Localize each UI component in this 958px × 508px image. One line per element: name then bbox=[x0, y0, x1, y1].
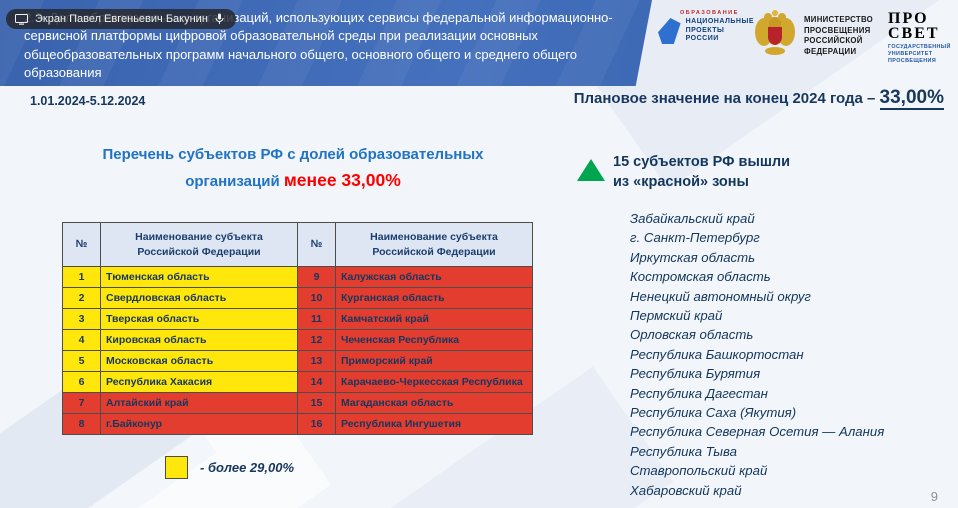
red-zone-headline: 15 субъектов РФ вышли из «красной» зоны bbox=[613, 152, 790, 192]
np-education-label: ОБРАЗОВАНИЕ bbox=[680, 10, 739, 16]
green-triangle-icon bbox=[577, 159, 605, 181]
region-list-item: Орловская область bbox=[630, 327, 754, 343]
list-title-line1: Перечень субъектов РФ с долей образовате… bbox=[102, 146, 484, 163]
planned-value: 33,00% bbox=[879, 87, 944, 110]
table-cell-region: Свердловская область bbox=[100, 287, 298, 310]
table-cell-num: 14 bbox=[297, 371, 336, 394]
regions-table: № Наименование субъекта Российской Федер… bbox=[62, 221, 533, 436]
region-list-item: Иркутская область bbox=[630, 249, 756, 265]
legend-label: - более 29,00% bbox=[200, 460, 295, 475]
region-list-item: Республика Бурятия bbox=[630, 366, 761, 382]
screen-share-pill[interactable]: Экран Павел Евгеньевич Бакунин bbox=[6, 9, 236, 29]
screen-share-icon bbox=[15, 13, 28, 25]
legend-yellow-swatch bbox=[165, 456, 188, 479]
region-list-item: Республика Дагестан bbox=[630, 385, 768, 401]
national-projects-logo: ОБРАЗОВАНИЕ НАЦИОНАЛЬНЫЕ ПРОЕКТЫ РОССИИ bbox=[658, 10, 754, 44]
table-cell-num: 7 bbox=[62, 392, 101, 415]
planned-value-line: Плановое значение на конец 2024 года – 3… bbox=[573, 87, 944, 110]
table-cell-region: Республика Хакасия bbox=[100, 371, 298, 394]
national-projects-text: НАЦИОНАЛЬНЫЕ ПРОЕКТЫ РОССИИ bbox=[685, 18, 754, 43]
table-cell-num: 15 bbox=[297, 392, 336, 415]
table-cell-num: 12 bbox=[297, 329, 336, 352]
table-cell-region: Курганская область bbox=[335, 287, 533, 310]
table-cell-region: Тверская область bbox=[100, 308, 298, 331]
region-list-item: Пермский край bbox=[630, 308, 723, 324]
col-header-name-right: Наименование субъекта Российской Федерац… bbox=[335, 221, 533, 268]
table-cell-num: 2 bbox=[62, 287, 101, 310]
list-title-line2: организаций менее 33,00% bbox=[38, 170, 548, 191]
legend: - более 29,00% bbox=[165, 456, 294, 479]
page-number: 9 bbox=[930, 489, 938, 504]
table-row: 7 Алтайский край 15 Магаданская область bbox=[62, 392, 533, 415]
table-row: 4 Кировская область 12 Чеченская Республ… bbox=[62, 329, 533, 352]
prosvet-subtitle: ГОСУДАРСТВЕННЫЙ УНИВЕРСИТЕТ ПРОСВЕЩЕНИЯ bbox=[888, 44, 951, 64]
planned-value-label: Плановое значение на конец 2024 года – bbox=[573, 90, 880, 107]
exited-regions-list: Забайкальский край г. Санкт-Петербург Ир… bbox=[630, 209, 884, 500]
table-cell-region: Чеченская Республика bbox=[335, 329, 533, 352]
table-cell-region: Камчатский край bbox=[335, 308, 533, 331]
table-cell-num: 16 bbox=[297, 413, 336, 436]
region-list-item: Республика Саха (Якутия) bbox=[630, 405, 797, 421]
region-list-item: Ставропольский край bbox=[630, 463, 768, 479]
region-list-item: Забайкальский край bbox=[630, 211, 755, 226]
table-cell-region: Магаданская область bbox=[335, 392, 533, 415]
table-cell-num: 4 bbox=[62, 329, 101, 352]
col-header-num-left: № bbox=[62, 221, 101, 268]
region-list-item: Республика Башкортостан bbox=[630, 346, 804, 362]
table-cell-region: Московская область bbox=[100, 350, 298, 373]
table-cell-num: 8 bbox=[62, 413, 101, 436]
table-row: 3 Тверская область 11 Камчатский край bbox=[62, 308, 533, 331]
russia-coat-of-arms-icon bbox=[754, 9, 796, 62]
region-list-item: Республика Северная Осетия — Алания bbox=[630, 424, 885, 440]
region-list-item: Ненецкий автономный округ bbox=[630, 288, 811, 304]
prosvet-university-logo: ПРО СВЕТ ГОСУДАРСТВЕННЫЙ УНИВЕРСИТЕТ ПРО… bbox=[888, 11, 951, 64]
table-row: 8 г.Байконур 16 Республика Ингушетия bbox=[62, 413, 533, 436]
table-cell-region: Алтайский край bbox=[100, 392, 298, 415]
table-cell-num: 13 bbox=[297, 350, 336, 373]
region-list-item: Хабаровский край bbox=[630, 482, 742, 498]
national-projects-mark-icon bbox=[658, 18, 681, 44]
region-list-item: Республика Тыва bbox=[630, 443, 737, 459]
table-cell-num: 1 bbox=[62, 266, 101, 289]
date-range: 1.01.2024-5.12.2024 bbox=[30, 94, 146, 108]
table-cell-num: 10 bbox=[297, 287, 336, 310]
table-header-row: № Наименование субъекта Российской Федер… bbox=[62, 221, 533, 268]
table-cell-num: 3 bbox=[62, 308, 101, 331]
table-cell-region: Кировская область bbox=[100, 329, 298, 352]
table-row: 2 Свердловская область 10 Курганская обл… bbox=[62, 287, 533, 310]
table-row: 5 Московская область 13 Приморский край bbox=[62, 350, 533, 373]
table-cell-num: 5 bbox=[62, 350, 101, 373]
prosvet-wordmark: ПРО СВЕТ bbox=[888, 10, 940, 42]
table-cell-region: Приморский край bbox=[335, 350, 533, 373]
screen-share-label: Экран Павел Евгеньевич Бакунин bbox=[35, 13, 208, 25]
col-header-num-right: № bbox=[297, 221, 336, 268]
table-cell-num: 11 bbox=[297, 308, 336, 331]
region-list-item: Костромская область bbox=[630, 269, 771, 285]
ministry-name: МИНИСТЕРСТВО ПРОСВЕЩЕНИЯ РОССИЙСКОЙ ФЕДЕ… bbox=[804, 15, 874, 56]
table-row: 1 Тюменская область 9 Калужская область bbox=[62, 266, 533, 289]
region-list-item: г. Санкт-Петербург bbox=[630, 230, 760, 246]
table-row: 6 Республика Хакасия 14 Карачаево-Черкес… bbox=[62, 371, 533, 394]
red-zone-headline-line1: 15 субъектов РФ вышли bbox=[613, 154, 791, 170]
list-title-threshold: менее 33,00% bbox=[283, 170, 401, 190]
table-cell-region: Калужская область bbox=[335, 266, 533, 289]
table-cell-region: Республика Ингушетия bbox=[335, 413, 533, 436]
microphone-icon[interactable] bbox=[215, 13, 224, 25]
red-zone-headline-line2: из «красной» зоны bbox=[613, 174, 749, 190]
table-cell-region: Тюменская область bbox=[100, 266, 298, 289]
list-title-prefix: организаций bbox=[185, 173, 284, 190]
table-cell-num: 9 bbox=[297, 266, 336, 289]
table-cell-region: Карачаево-Черкесская Республика bbox=[335, 371, 533, 394]
col-header-name-left: Наименование субъекта Российской Федерац… bbox=[100, 221, 298, 268]
table-cell-num: 6 bbox=[62, 371, 101, 394]
table-cell-region: г.Байконур bbox=[100, 413, 298, 436]
